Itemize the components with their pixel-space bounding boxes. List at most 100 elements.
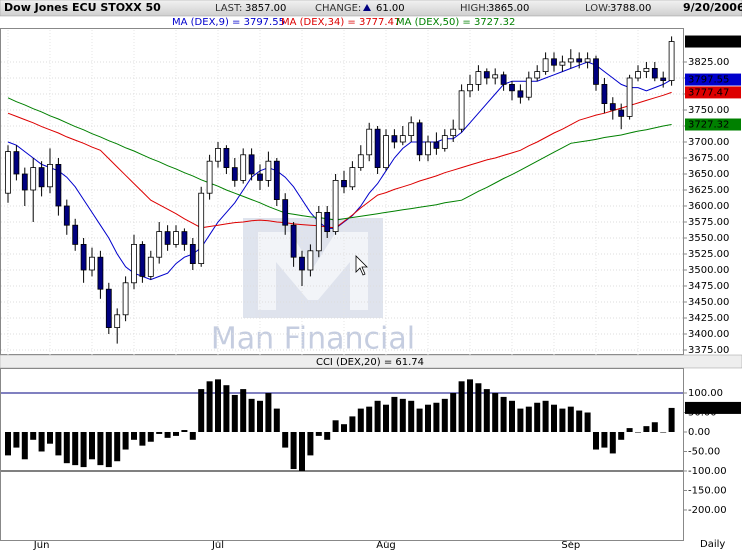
cci-bar (433, 402, 440, 432)
cci-bar (618, 431, 625, 440)
cci-bar (584, 412, 591, 432)
cci-bar (290, 431, 297, 470)
cci-bar (399, 398, 406, 432)
candle-body (542, 58, 549, 72)
y-tick-label: 3750.00 (688, 105, 729, 116)
header-bar (0, 0, 742, 17)
cci-title: CCI (DEX,20) = 61.74 (316, 357, 424, 368)
candle-body (206, 160, 213, 194)
value-tag-label: 3727.32 (688, 120, 729, 131)
candle-body (223, 147, 230, 168)
cci-bar (551, 404, 557, 432)
candle-body (231, 167, 238, 181)
cci-bar (156, 431, 163, 434)
candle-body (551, 58, 557, 66)
y-tick-label: 3625.00 (688, 185, 729, 196)
value-tag-label: 61.74 (688, 403, 717, 414)
candle-body (559, 61, 566, 66)
candle-body (618, 109, 625, 117)
candle-body (467, 84, 473, 92)
candle-body (483, 71, 490, 79)
cci-bar (567, 406, 574, 432)
candle-body (366, 128, 373, 156)
cci-bar (643, 426, 650, 432)
y-tick-label: 3650.00 (688, 169, 729, 180)
candle-body (55, 163, 62, 207)
candle-body (240, 154, 247, 181)
cci-bar (47, 431, 53, 444)
candle-body (147, 256, 154, 277)
y-tick-label: -100.00 (688, 466, 727, 477)
cci-bar (651, 422, 658, 432)
candle-body (601, 84, 608, 105)
candle-body (643, 68, 650, 73)
moving-average-line (7, 97, 672, 221)
candle-body (458, 90, 465, 130)
candle-body (450, 128, 457, 136)
y-tick-label: 3525.00 (688, 249, 729, 260)
low-value: 3788.00 (610, 3, 651, 14)
candle-body (593, 58, 599, 85)
cci-bar (55, 431, 62, 456)
watermark-text: Man Financial (211, 322, 415, 357)
cci-bar (593, 431, 599, 450)
candle-body (357, 154, 364, 169)
cci-bar (324, 431, 331, 440)
candle-body (374, 128, 381, 168)
value-tag (685, 86, 741, 99)
logo-m (258, 232, 368, 310)
cci-bar (114, 431, 121, 462)
candle-body (47, 163, 53, 188)
cci-panel-frame (0, 368, 684, 541)
cci-bar (408, 400, 415, 432)
cci-bar (366, 406, 373, 432)
cci-bar (147, 431, 154, 442)
candle-body (509, 84, 515, 92)
candle-body (105, 288, 112, 329)
instrument-title: Dow Jones ECU STOXX 50 (4, 1, 161, 14)
y-tick-label: 3425.00 (688, 313, 729, 324)
y-tick-label: 3375.00 (688, 345, 729, 356)
cci-bar (282, 431, 289, 448)
plot-layer: 3375.00 3400.00 3425.00 3450.00 3475.00 3500.… (1, 17, 741, 550)
cci-bar (425, 404, 431, 432)
cci-bar (483, 389, 490, 432)
candle-body (13, 151, 20, 175)
cci-bar (131, 431, 137, 440)
cci-bar (97, 431, 104, 466)
value-tag (685, 73, 741, 86)
cci-bar (13, 431, 20, 448)
cci-bar (441, 398, 448, 432)
cci-bar (635, 431, 641, 433)
cci-bar (517, 408, 524, 432)
mouse-cursor (355, 255, 368, 276)
value-tag (685, 35, 741, 48)
candle-body (89, 256, 95, 271)
cci-bar (492, 393, 499, 432)
candle-body (391, 135, 398, 143)
cci-bar (458, 381, 465, 432)
candle-body (156, 231, 163, 258)
candle-body (265, 160, 272, 181)
cci-bar (89, 431, 95, 460)
candle-body (635, 71, 641, 79)
cci-bar (189, 431, 196, 440)
candle-body (114, 314, 121, 328)
y-tick-label: 3450.00 (688, 297, 729, 308)
high-value: 3865.00 (488, 3, 529, 14)
cci-bar (299, 431, 305, 471)
cci-bar (332, 420, 339, 432)
cci-bar (509, 400, 515, 432)
candle-body (80, 243, 87, 271)
cci-bar (21, 431, 28, 460)
cci-bar (122, 431, 129, 450)
y-tick-label: -200.00 (688, 505, 727, 516)
cci-bar (206, 381, 213, 432)
candle-body (30, 167, 37, 191)
candle-body (122, 282, 129, 316)
date: 9/20/2006 (683, 1, 742, 14)
candle-body (492, 74, 499, 79)
candle-body (408, 122, 415, 137)
value-tag-label: 3797.55 (688, 75, 729, 86)
candle-body (433, 141, 440, 149)
